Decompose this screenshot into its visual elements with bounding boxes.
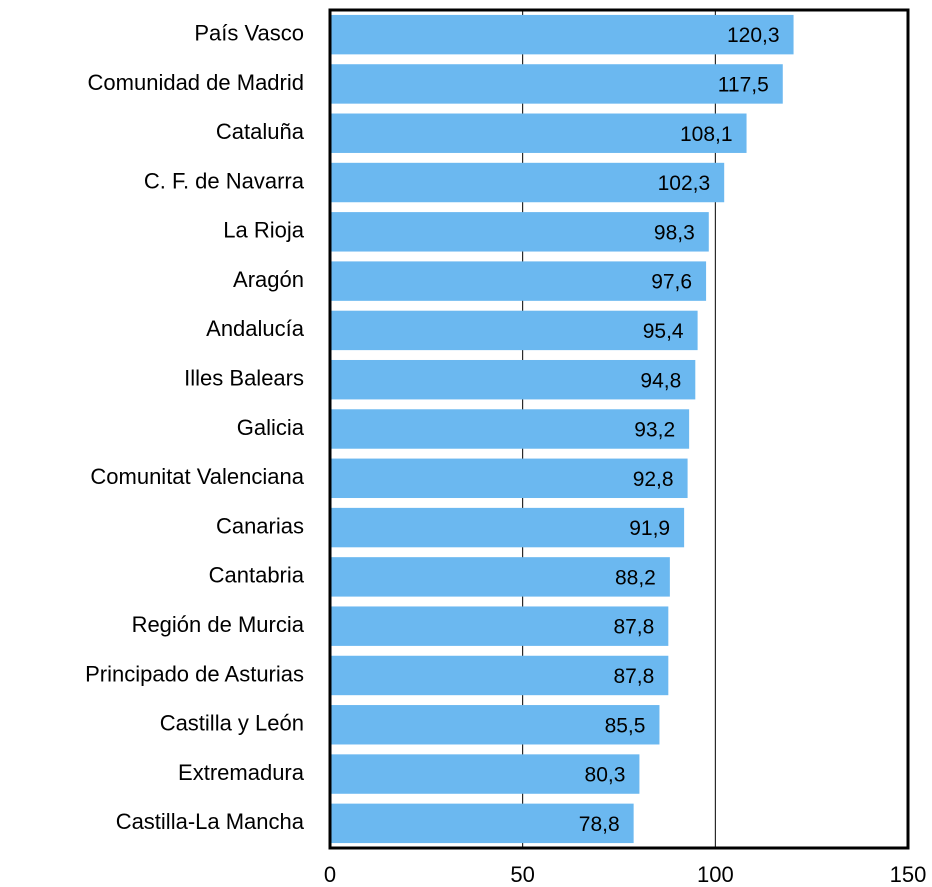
bar: [330, 507, 685, 548]
value-label: 102,3: [658, 172, 711, 195]
value-label: 108,1: [680, 123, 733, 146]
y-tick-label: Illes Balears: [184, 366, 304, 391]
value-label: 80,3: [585, 764, 626, 787]
value-label: 117,5: [718, 73, 769, 96]
y-tick-label: Aragón: [233, 267, 304, 292]
bar: [330, 409, 690, 449]
y-tick-label: Extremadura: [178, 760, 305, 785]
bar: [330, 310, 698, 351]
bar: [330, 359, 696, 400]
bar: [330, 458, 688, 499]
plot-frame: [328, 8, 910, 850]
bar: [330, 557, 670, 597]
bar: [330, 64, 783, 104]
y-tick-label: Galicia: [237, 415, 305, 440]
value-label: 92,8: [633, 468, 674, 491]
value-label: 85,5: [605, 714, 646, 737]
y-tick-label: País Vasco: [194, 20, 304, 45]
bar: [330, 754, 640, 794]
y-tick-label: Comunidad de Madrid: [88, 70, 304, 95]
bar: [330, 113, 747, 153]
bar: [330, 606, 669, 646]
value-label: 94,8: [640, 369, 681, 392]
y-tick-label: Castilla y León: [160, 711, 304, 736]
x-tick-label: 50: [510, 862, 534, 887]
bar: [330, 212, 709, 252]
y-tick-label: Principado de Asturias: [85, 661, 304, 686]
value-label: 120,3: [727, 24, 780, 47]
y-tick-label: Región de Murcia: [132, 612, 305, 637]
value-label: 97,6: [651, 271, 692, 294]
value-label: 88,2: [615, 566, 656, 589]
y-tick-label: Cataluña: [216, 119, 305, 144]
y-tick-label: C. F. de Navarra: [144, 168, 305, 193]
value-label: 87,8: [613, 665, 654, 688]
value-label: 95,4: [643, 320, 684, 343]
y-tick-label: Andalucía: [206, 316, 305, 341]
x-tick-label: 150: [890, 862, 927, 887]
value-label: 78,8: [579, 813, 620, 836]
bar: [330, 803, 634, 844]
y-tick-label: La Rioja: [223, 218, 304, 243]
y-tick-label: Canarias: [216, 513, 304, 538]
value-label: 98,3: [654, 221, 695, 244]
bar: [330, 261, 707, 301]
y-tick-label: Cantabria: [209, 563, 305, 588]
value-label: 87,8: [613, 616, 654, 639]
y-tick-label: Comunitat Valenciana: [90, 464, 304, 489]
value-label: 93,2: [634, 419, 675, 442]
bar: [330, 655, 669, 696]
y-tick-label: Castilla-La Mancha: [116, 809, 305, 834]
bar: [330, 14, 794, 55]
bar: [330, 705, 660, 745]
x-tick-label: 0: [324, 862, 336, 887]
bar: [330, 162, 725, 203]
x-tick-label: 100: [697, 862, 734, 887]
value-label: 91,9: [629, 517, 670, 540]
